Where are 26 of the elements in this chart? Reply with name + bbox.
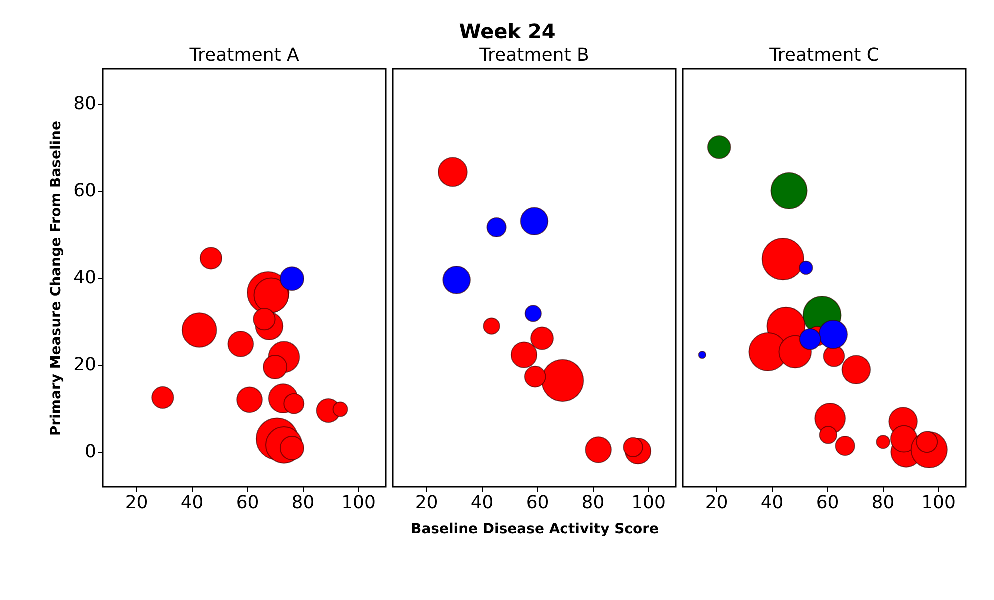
chart-subtitle: Treatment C (768, 45, 880, 66)
x-tick-label: 80 (292, 492, 315, 514)
y-tick-label: 80 (74, 93, 96, 114)
x-tick-label: 100 (342, 492, 376, 514)
y-tick-label: 0 (85, 442, 96, 463)
x-tick-label: 100 (632, 492, 666, 514)
x-tick-label: 80 (582, 492, 605, 514)
x-tick-label: 60 (816, 492, 840, 514)
x-tick-label: 80 (872, 492, 895, 514)
x-tick-label: 20 (415, 492, 438, 514)
x-tick-label: 40 (180, 492, 204, 514)
x-tick-label: 100 (922, 492, 956, 514)
x-tick-label: 20 (125, 492, 148, 514)
y-tick-label: 40 (74, 268, 96, 288)
y-tick-label: 60 (74, 180, 96, 202)
chart-subtitle: Treatment A (188, 45, 300, 66)
chart-subtitle: Treatment B (478, 45, 590, 66)
x-tick-label: 40 (760, 492, 784, 514)
x-axis-title: Baseline Disease Activity Score (411, 522, 659, 538)
x-tick-label: 60 (526, 492, 550, 514)
chart-title: Week 24 (459, 19, 556, 44)
y-axis-title: Primary Measure Change From Baseline (48, 120, 65, 436)
x-tick-label: 40 (470, 492, 494, 514)
x-tick-label: 20 (705, 492, 728, 514)
y-tick-label: 20 (74, 354, 96, 376)
x-tick-label: 60 (236, 492, 260, 514)
